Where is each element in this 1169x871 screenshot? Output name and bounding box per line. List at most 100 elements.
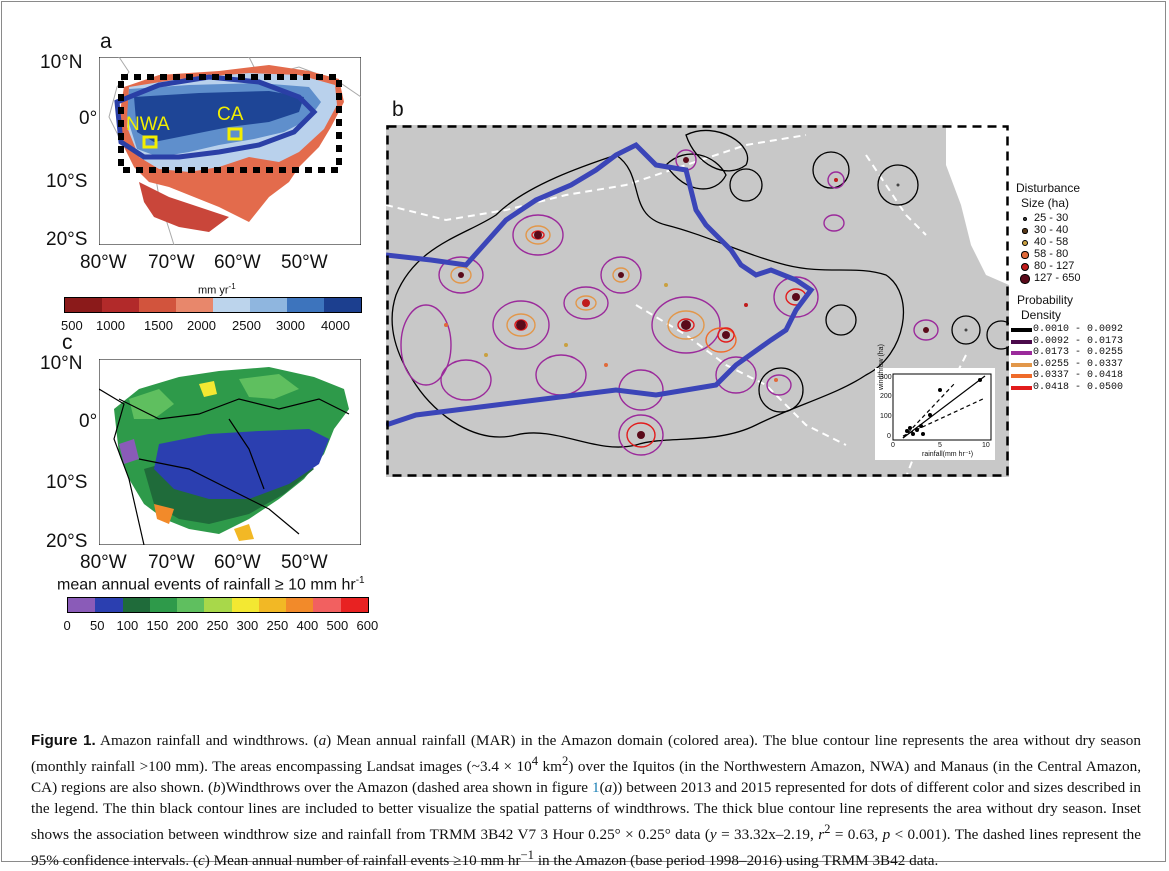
legend-density-swatch	[1011, 362, 1032, 367]
panel-a-lat-0: 0°	[79, 108, 98, 129]
legend-density-label: 0.0010 - 0.0092	[1033, 324, 1124, 335]
panel-c-colorbar-tick: 600	[356, 618, 379, 633]
legend-size-dot	[1020, 262, 1030, 272]
legend-density-label: 0.0173 - 0.0255	[1033, 347, 1124, 358]
legend-density-label: 0.0418 - 0.0500	[1033, 381, 1124, 393]
panel-c-colorbar-swatch	[286, 598, 314, 612]
panel-a-lat-10s: 10°S	[46, 171, 88, 192]
panel-c-colorbar-tick: 0	[63, 618, 71, 633]
panel-a-lon-60w: 60°W	[214, 252, 261, 273]
inset-ytick-200: 200	[880, 393, 892, 400]
panel-c-colorbar	[67, 597, 369, 613]
panel-c-colorbar-swatch	[231, 598, 259, 612]
panel-a-colorbar-swatch	[102, 298, 139, 312]
caption-label: Figure 1.	[31, 732, 96, 749]
panel-a-lon-50w: 50°W	[281, 252, 328, 273]
legend-size-label: 58 - 80	[1034, 248, 1069, 260]
inset-xtick-5: 5	[938, 442, 942, 449]
panel-c-lon-60w: 60°W	[214, 552, 261, 573]
panel-c-colorbar-labels: 0 50 100 150 200 250 300 250 400 500 600	[60, 618, 380, 634]
panel-a-colorbar-unit: mm yr-1	[198, 282, 236, 297]
figure-caption: Figure 1. Amazon rainfall and windthrows…	[31, 732, 1141, 870]
panel-a-colorbar-swatch	[176, 298, 213, 312]
panel-a-cb-1500: 1500	[144, 318, 173, 333]
panel-c-colorbar-title: mean annual events of rainfall ≥ 10 mm h…	[57, 575, 365, 594]
inset-ylabel: windthrow (ha)	[878, 344, 885, 390]
legend-density-swatch	[1011, 328, 1032, 332]
panel-c-colorbar-swatch	[122, 598, 150, 612]
panel-c-lat-10n: 10°N	[40, 353, 83, 374]
panel-c-map	[99, 359, 361, 545]
panel-c-colorbar-tick: 400	[296, 618, 319, 633]
panel-a-lon-70w: 70°W	[148, 252, 195, 273]
legend-density-row: 0.0092 - 0.0173	[1011, 336, 1161, 349]
panel-c-colorbar-tick: 250	[206, 618, 229, 633]
inset-ytick-100: 100	[880, 413, 892, 420]
legend-size-label: 25 - 30	[1034, 212, 1069, 224]
panel-a-cb-1000: 1000	[96, 318, 125, 333]
legend-density-title-2: Density	[1021, 308, 1062, 322]
panel-c-colorbar-swatch	[204, 598, 232, 612]
panel-a-cb-4000: 4000	[321, 318, 350, 333]
panel-c-colorbar-tick: 250	[266, 618, 289, 633]
legend-density-row: 0.0010 - 0.0092	[1011, 324, 1161, 337]
legend-size-dot	[1022, 228, 1028, 234]
inset-ytick-0: 0	[887, 433, 891, 440]
panel-c-colorbar-tick: 200	[176, 618, 199, 633]
panel-a-map	[99, 57, 361, 245]
panel-a-colorbar-swatch	[65, 298, 102, 312]
panel-c-colorbar-swatch	[340, 598, 368, 612]
panel-a-lon-80w: 80°W	[80, 252, 127, 273]
panel-c-colorbar-swatch	[149, 598, 178, 612]
legend-size-label: 30 - 40	[1034, 224, 1069, 236]
panel-c-colorbar-swatch	[258, 598, 287, 612]
legend-density-swatch	[1011, 339, 1032, 344]
legend-size-dot	[1020, 274, 1030, 284]
panel-c-lat-0: 0°	[79, 411, 98, 432]
legend-size-label: 127 - 650	[1034, 272, 1081, 284]
legend-density-row: 0.0418 - 0.0500	[1011, 382, 1161, 395]
panel-a-colorbar	[64, 297, 362, 313]
panel-c-colorbar-tick: 50	[90, 618, 105, 633]
panel-a-lat-20s: 20°S	[46, 229, 88, 250]
inset-xlabel: rainfall(mm hr⁻¹)	[922, 451, 974, 458]
legend-density-label: 0.0337 - 0.0418	[1033, 370, 1124, 381]
legend-density-label: 0.0255 - 0.0337	[1033, 358, 1124, 370]
legend-density-row: 0.0173 - 0.0255	[1011, 347, 1161, 360]
panel-c-colorbar-swatch	[68, 598, 96, 612]
panel-c-colorbar-tick: 100	[116, 618, 139, 633]
legend-size-title-2: Size (ha)	[1021, 196, 1070, 210]
panel-a-colorbar-swatch	[139, 298, 176, 312]
panel-a-colorbar-swatch	[213, 298, 250, 312]
legend-density-row: 0.0337 - 0.0418	[1011, 370, 1161, 383]
panel-c-colorbar-swatch	[95, 598, 123, 612]
panel-c-lat-10s: 10°S	[46, 472, 88, 493]
inset-xtick-0: 0	[891, 442, 895, 449]
panel-c-colorbar-tick: 300	[236, 618, 259, 633]
inset-ytick-300: 300	[880, 374, 892, 381]
panel-c-colorbar-swatch	[313, 598, 341, 612]
legend-size-title-1: Disturbance	[1016, 181, 1081, 195]
legend-density-swatch	[1011, 385, 1032, 390]
legend-size-dot	[1022, 240, 1028, 246]
panel-a-cb-500: 500	[61, 318, 83, 333]
inset-xtick-10: 10	[982, 442, 990, 449]
panel-c-colorbar-tick: 150	[146, 618, 169, 633]
legend-size-dot	[1022, 216, 1028, 222]
panel-c-colorbar-swatch	[177, 598, 205, 612]
legend-size-label: 40 - 58	[1034, 236, 1069, 248]
legend-density-row: 0.0255 - 0.0337	[1011, 359, 1161, 372]
panel-c-lon-50w: 50°W	[281, 552, 328, 573]
panel-b-letter: b	[392, 98, 404, 121]
figure-reference-link[interactable]: 1	[591, 779, 600, 797]
panel-a-lat-10n: 10°N	[40, 52, 83, 73]
panel-a-colorbar-swatch	[250, 298, 287, 312]
panel-c-letter: c	[62, 331, 73, 354]
legend-density-title-1: Probability	[1017, 293, 1074, 307]
legend-size-label: 80 - 127	[1034, 260, 1075, 272]
panel-a-cb-2500: 2500	[232, 318, 261, 333]
panel-b-inset	[875, 368, 995, 460]
panel-a-letter: a	[100, 30, 112, 53]
panel-a-colorbar-swatch	[324, 298, 361, 312]
